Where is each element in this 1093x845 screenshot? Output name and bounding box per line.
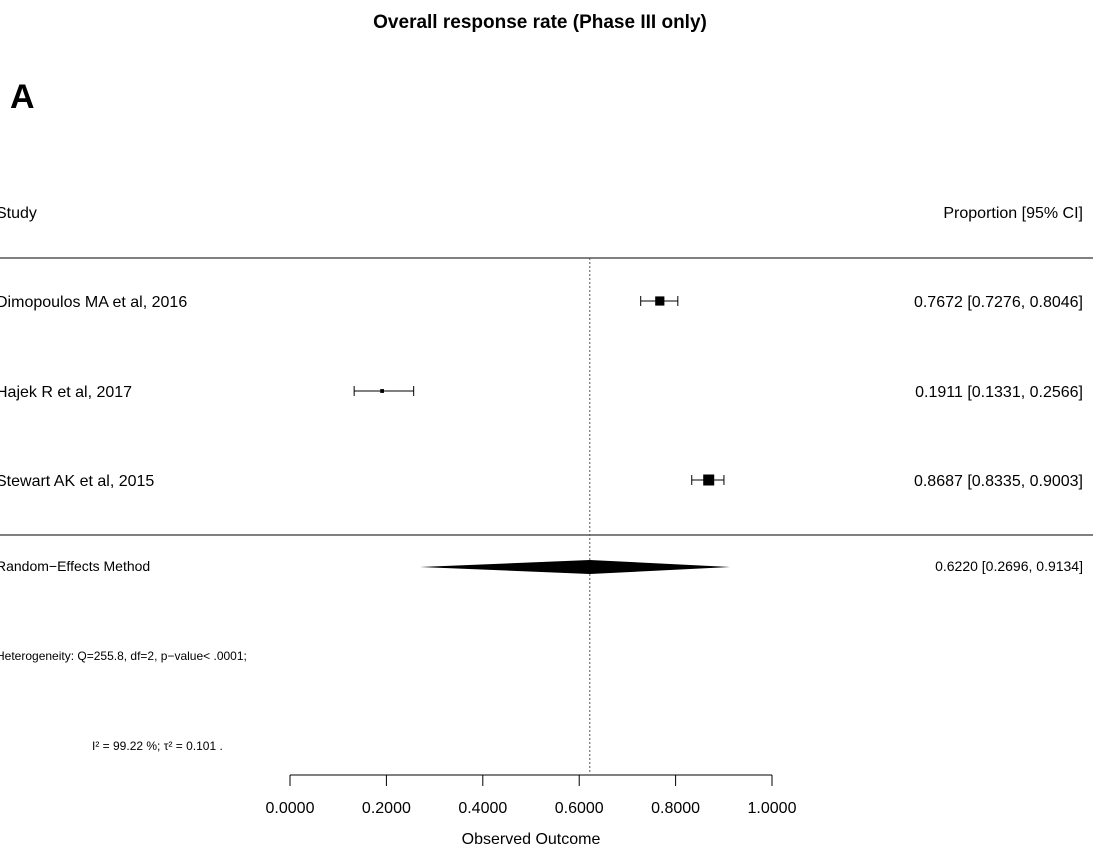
chart-title: Overall response rate (Phase III only) xyxy=(373,12,707,33)
study-ci-text: 0.8687 [0.8335, 0.9003] xyxy=(914,473,1083,490)
summary-ci-text: 0.6220 [0.2696, 0.9134] xyxy=(935,558,1083,574)
x-tick-label: 0.4000 xyxy=(458,800,507,817)
summary-label: Random−Effects Method xyxy=(0,558,150,574)
panel-label: A xyxy=(10,78,35,116)
study-label: Dimopoulos MA et al, 2016 xyxy=(0,294,187,311)
study-label: Stewart AK et al, 2015 xyxy=(0,473,154,490)
x-tick-label: 0.8000 xyxy=(651,800,700,817)
x-tick-label: 0.2000 xyxy=(362,800,411,817)
study-ci-text: 0.7672 [0.7276, 0.8046] xyxy=(914,294,1083,311)
study-column-header: Study xyxy=(0,205,37,222)
study-ci-text: 0.1911 [0.1331, 0.2566] xyxy=(915,384,1083,401)
x-axis-label: Observed Outcome xyxy=(462,831,601,845)
x-axis: 0.0000 0.2000 0.4000 0.6000 0.8000 1.0000 xyxy=(266,774,797,817)
x-tick-label: 0.6000 xyxy=(555,800,604,817)
point-estimate xyxy=(703,474,715,486)
point-estimate xyxy=(655,296,665,306)
study-label: Hajek R et al, 2017 xyxy=(0,384,132,401)
x-tick-label: 0.0000 xyxy=(266,800,315,817)
i2-tau2-text: I² = 99.22 %; τ² = 0.101 . xyxy=(92,739,223,753)
proportion-column-header: Proportion [95% CI] xyxy=(943,205,1083,222)
summary-diamond xyxy=(419,560,731,574)
heterogeneity-text: Heterogeneity: Q=255.8, df=2, p−value< .… xyxy=(0,649,247,663)
point-estimate xyxy=(380,389,385,393)
x-tick-label: 1.0000 xyxy=(748,800,797,817)
